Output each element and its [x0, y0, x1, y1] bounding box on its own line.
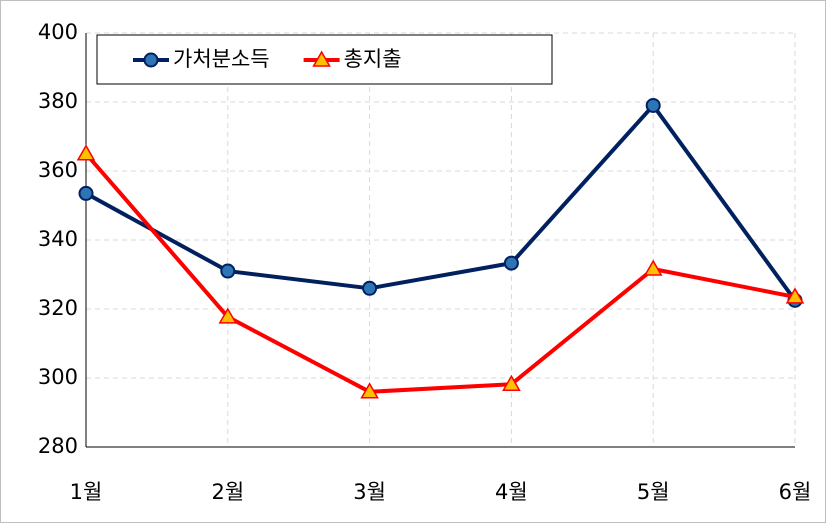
point: [220, 263, 236, 279]
x-tick-label: 1월: [70, 480, 103, 504]
legend-marker: [312, 50, 331, 67]
y-tick-label: 380: [38, 89, 78, 113]
point: [645, 97, 661, 113]
point: [76, 144, 96, 161]
y-tick-label: 300: [38, 365, 78, 389]
x-tick-label: 2월: [211, 480, 244, 504]
point: [643, 259, 663, 276]
point: [362, 280, 378, 296]
y-tick-label: 280: [38, 434, 78, 458]
series-line: [85, 103, 797, 302]
legend-label: 총지출: [344, 47, 402, 71]
x-tick-label: 4월: [495, 480, 528, 504]
y-tick-label: 320: [38, 296, 78, 320]
x-tick-label: 6월: [779, 480, 812, 504]
point: [78, 185, 94, 201]
point: [785, 287, 805, 304]
x-tick-label: 3월: [353, 480, 386, 504]
y-tick-label: 340: [38, 227, 78, 251]
series-line: [84, 152, 796, 394]
legend-label: 가처분소득: [173, 47, 270, 71]
point: [360, 382, 379, 399]
legend-marker: [143, 52, 159, 68]
point: [502, 374, 521, 391]
point: [503, 255, 519, 271]
y-tick-label: 400: [38, 20, 78, 44]
y-tick-label: 360: [38, 158, 78, 182]
x-tick-label: 5월: [637, 480, 670, 504]
point: [218, 307, 238, 324]
